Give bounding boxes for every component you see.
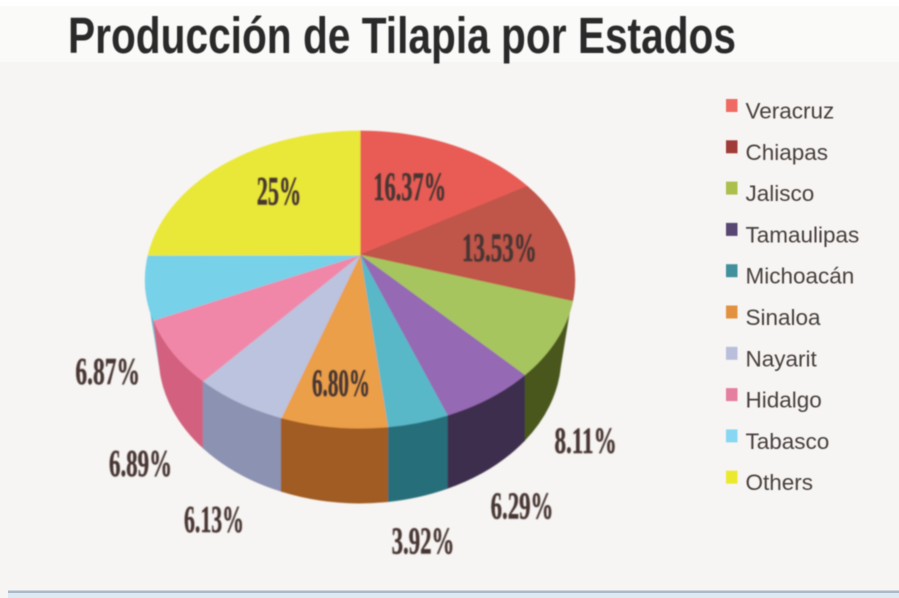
svg-text:3.92%: 3.92%: [392, 520, 455, 562]
svg-text:6.29%: 6.29%: [491, 485, 554, 527]
svg-text:6.89%: 6.89%: [109, 443, 172, 485]
svg-text:Sinaloa: Sinaloa: [746, 305, 822, 330]
svg-text:Nayarit: Nayarit: [746, 346, 818, 371]
svg-text:6.80%: 6.80%: [312, 362, 370, 405]
svg-text:Veracruz: Veracruz: [746, 99, 835, 124]
svg-text:16.37%: 16.37%: [373, 164, 446, 209]
svg-text:25%: 25%: [257, 169, 302, 214]
svg-text:8.11%: 8.11%: [554, 421, 616, 462]
svg-text:Tamaulipas: Tamaulipas: [746, 222, 860, 247]
svg-text:Michoacán: Michoacán: [746, 264, 855, 289]
svg-text:Others: Others: [746, 470, 814, 495]
svg-text:Chiapas: Chiapas: [746, 140, 829, 165]
svg-text:Tabasco: Tabasco: [746, 429, 830, 454]
svg-text:13.53%: 13.53%: [462, 225, 537, 270]
svg-text:Jalisco: Jalisco: [746, 181, 815, 206]
svg-text:Hidalgo: Hidalgo: [746, 388, 822, 413]
svg-text:6.87%: 6.87%: [75, 351, 140, 393]
svg-text:6.13%: 6.13%: [184, 499, 244, 541]
svg-text:Producción de Tilapia por Esta: Producción de Tilapia por Estados: [68, 7, 736, 64]
